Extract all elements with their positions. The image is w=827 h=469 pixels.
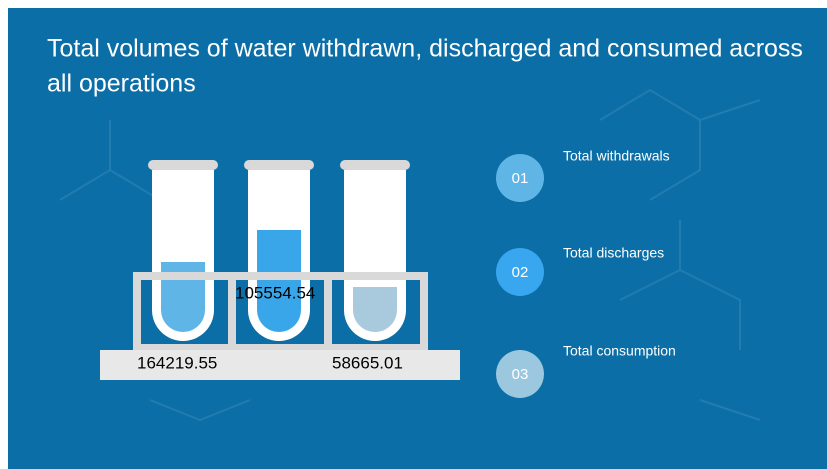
test-tubes bbox=[100, 160, 460, 380]
item-label: Total consumption bbox=[563, 343, 676, 359]
title-line: all operations bbox=[47, 70, 196, 98]
item-label: Total discharges bbox=[563, 245, 664, 261]
slide: Total volumes of water withdrawn, discha… bbox=[0, 0, 827, 469]
number: 02 bbox=[512, 264, 529, 281]
number: 03 bbox=[512, 366, 529, 383]
liquid bbox=[257, 230, 301, 332]
item-label: Total withdrawals bbox=[563, 148, 670, 164]
tube-cap bbox=[148, 160, 218, 170]
value-label: 58665.01 bbox=[332, 353, 403, 372]
tube-cap bbox=[244, 160, 314, 170]
title-line: Total volumes of water withdrawn, discha… bbox=[47, 35, 803, 63]
value-label: 105554.54 bbox=[235, 283, 315, 302]
liquid bbox=[353, 287, 397, 332]
number: 01 bbox=[512, 170, 529, 187]
tube-cap bbox=[340, 160, 410, 170]
value-label: 164219.55 bbox=[137, 353, 217, 372]
